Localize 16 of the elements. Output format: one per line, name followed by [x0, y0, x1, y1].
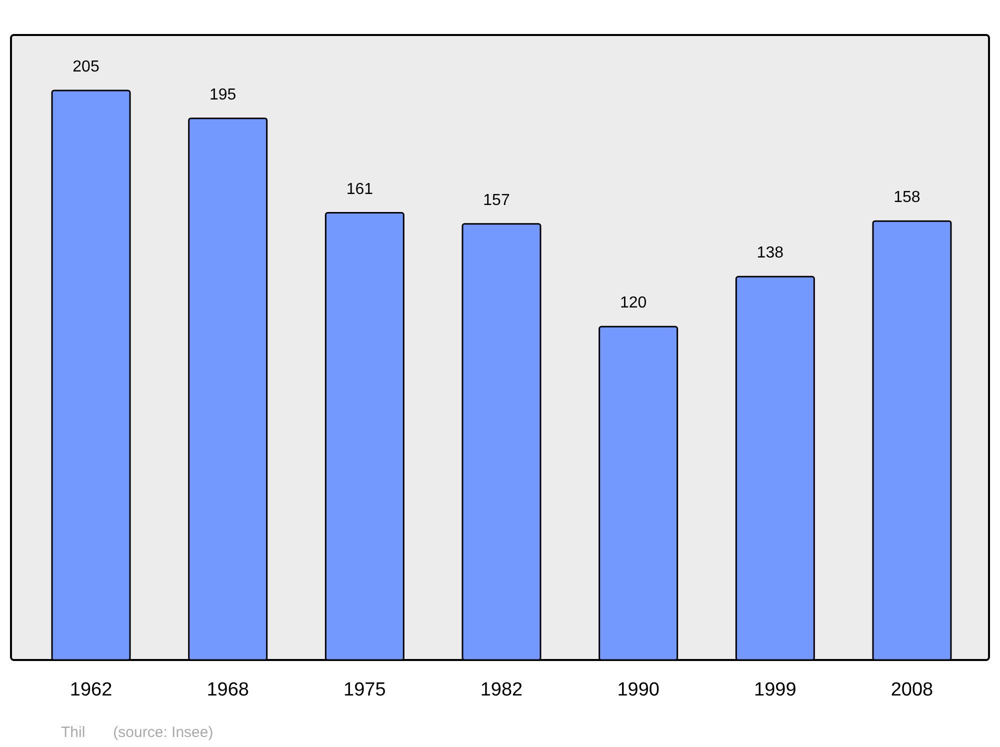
text: (source: Insee) [113, 724, 214, 741]
data-label: 158 [894, 189, 920, 206]
x-tick-label: 1975 [344, 679, 386, 700]
data-label: 195 [209, 86, 236, 104]
data-label: 161 [346, 180, 374, 198]
x-tick-label: 1962 [70, 679, 112, 700]
text: Thil [61, 724, 86, 741]
x-tick-label: 1968 [206, 679, 249, 700]
data-label: 205 [72, 58, 100, 76]
x-tick-label: 1982 [480, 679, 523, 700]
data-label: 138 [756, 244, 784, 262]
x-tick-label: 1999 [754, 679, 796, 700]
data-label: 157 [483, 192, 510, 209]
x-tick-label: 1990 [617, 679, 660, 700]
data-label: 120 [620, 294, 647, 312]
x-tick-label: 2008 [890, 679, 934, 700]
